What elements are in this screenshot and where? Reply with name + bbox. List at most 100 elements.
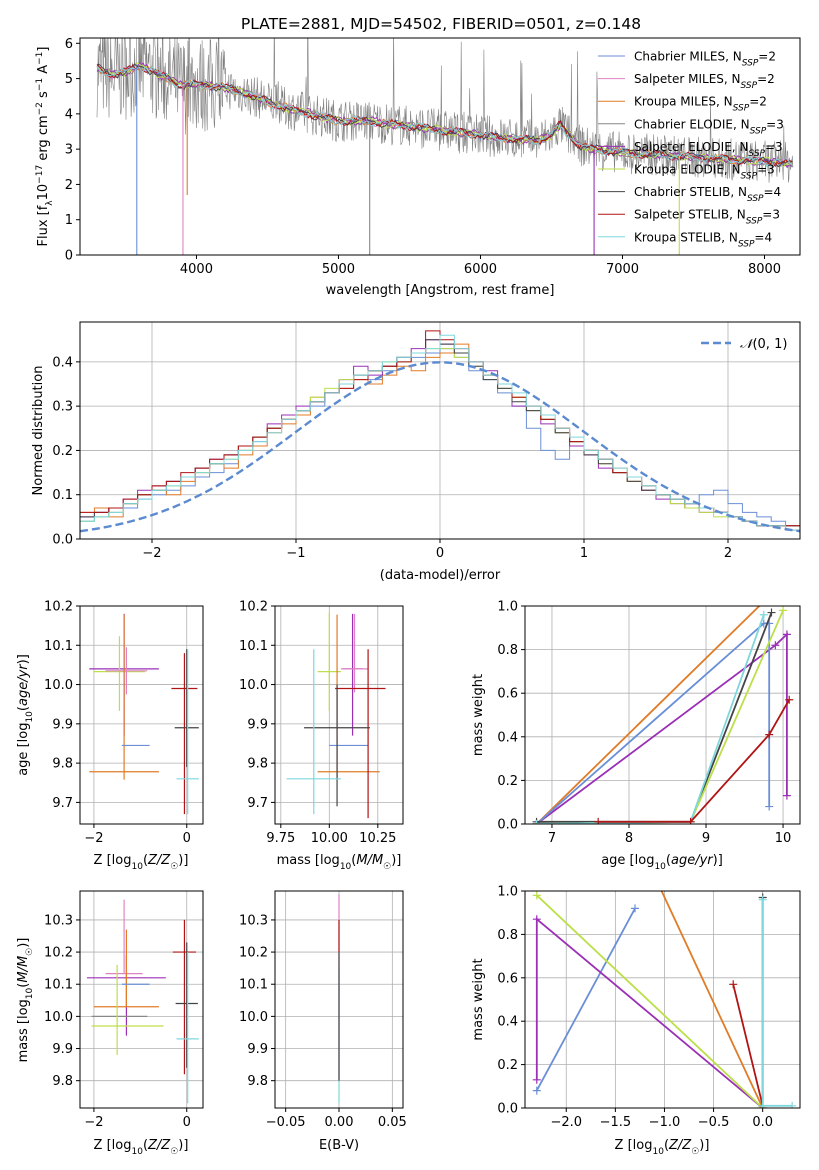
y-axis-label: age [log10(age/yr)] — [16, 654, 35, 776]
y-tick-label: 0.4 — [52, 355, 73, 370]
y-tick-label: 10.2 — [44, 946, 73, 961]
age-vs-z-frame: −2 0 9.7 9.8 9.9 10.0 10.1 10.2 — [44, 600, 204, 846]
age-vs-mass-axes — [275, 605, 403, 824]
y-tick-label: 0.2 — [52, 444, 73, 459]
plus-marker — [779, 606, 788, 615]
data-point — [340, 613, 369, 693]
y-tick-label: 10.1 — [239, 639, 268, 654]
plus-marker — [532, 891, 541, 900]
x-tick-label: 7 — [548, 831, 556, 846]
data-point — [176, 952, 199, 1104]
figure-title: PLATE=2881, MJD=54502, FIBERID=0501, z=0… — [241, 15, 641, 33]
y-tick-label: 0.4 — [497, 1015, 518, 1030]
data-point — [286, 649, 341, 815]
plus-marker — [788, 1101, 797, 1108]
plus-marker — [760, 598, 768, 606]
mass-vs-z-frame: −2 0 9.8 9.9 10.0 10.1 10.2 10.3 — [44, 890, 204, 1130]
y-tick-label: 1 — [65, 213, 73, 228]
mass-weight-line — [732, 984, 764, 1107]
age-vs-mass-plot-area — [286, 612, 386, 819]
x-tick-label: 1 — [580, 546, 588, 561]
y-tick-label: 0.0 — [52, 533, 73, 548]
legend-label: Chabrier STELIB, NSSP=4 — [634, 185, 781, 204]
data-point — [93, 929, 159, 1008]
data-point — [89, 614, 159, 780]
x-tick-label: 0 — [183, 1115, 191, 1130]
x-axis-label: Z [log10(Z/Z☉)] — [94, 1138, 189, 1157]
x-axis-label: mass [log10(M/M☉)] — [277, 853, 402, 872]
legend-label: 𝒩(0, 1) — [740, 337, 787, 352]
legend-label: Salpeter MILES, NSSP=2 — [634, 72, 775, 91]
y-tick-label: 10.3 — [239, 913, 268, 928]
legend-label: Chabrier MILES, NSSP=2 — [634, 50, 776, 69]
y-axis-label: mass weight — [471, 958, 486, 1040]
plus-marker — [686, 817, 695, 824]
y-tick-label: 9.9 — [247, 1042, 268, 1057]
normal-distribution-line — [80, 361, 800, 533]
y-tick-label: 10.0 — [239, 678, 268, 693]
spectrum-axes — [96, 38, 794, 255]
model-spectrum-line — [96, 65, 793, 168]
y-tick-label: 0.0 — [497, 1102, 518, 1117]
x-tick-label: 4000 — [180, 262, 213, 277]
y-tick-label: 0 — [65, 249, 73, 264]
y-tick-label: 0.2 — [497, 1058, 518, 1073]
data-point — [174, 649, 199, 768]
plus-marker — [765, 802, 774, 811]
histogram-step-line — [80, 334, 800, 531]
x-tick-label: 0 — [183, 831, 191, 846]
mass-weight-line — [598, 699, 790, 823]
mass-weight-line — [536, 907, 636, 1092]
plus-marker — [758, 895, 767, 904]
spectrum-plot-area — [96, 38, 794, 255]
y-tick-label: 10.3 — [44, 913, 73, 928]
x-tick-label: −2 — [84, 1115, 103, 1130]
plus-marker — [758, 1101, 767, 1108]
axes-frame — [79, 890, 204, 1109]
y-tick-label: 10.2 — [239, 946, 268, 961]
age-vs-z-plot-area — [89, 613, 199, 815]
x-tick-label: −1.5 — [600, 1115, 632, 1130]
y-tick-label: 9.8 — [247, 757, 268, 772]
y-tick-label: 0.6 — [497, 687, 518, 702]
x-tick-label: 8 — [625, 831, 633, 846]
x-tick-label: 8000 — [748, 262, 781, 277]
mass-weight-line — [660, 891, 764, 1108]
y-tick-label: 9.8 — [247, 1074, 268, 1089]
x-tick-label: −0.5 — [698, 1115, 730, 1130]
y-axis-label: mass [log10(M/M☉)] — [16, 938, 35, 1063]
age-vs-mass-frame: 9.75 10.00 10.25 9.7 9.8 9.9 10.0 10.1 10.2 — [239, 600, 404, 846]
y-tick-label: 9.7 — [247, 796, 268, 811]
y-tick-label: 4 — [65, 107, 73, 122]
axes-frame — [79, 37, 801, 256]
y-tick-label: 10.0 — [44, 1010, 73, 1025]
x-tick-label: 0.0 — [752, 1115, 773, 1130]
data-point — [91, 964, 164, 1055]
x-tick-label: 2 — [724, 546, 732, 561]
x-axis-label: Z [log10(Z/Z☉)] — [94, 853, 189, 872]
x-tick-label: −1 — [286, 546, 305, 561]
mass-vs-ebv-frame: −0.05 0.00 0.05 9.8 9.9 10.0 10.1 10.2 10.3 — [239, 890, 407, 1130]
legend-label: Salpeter ELODIE, NSSP=3 — [634, 140, 783, 159]
plus-marker — [532, 1075, 541, 1084]
axes-frame — [524, 890, 801, 1109]
y-axis-label: Normed distribution — [31, 366, 46, 496]
plus-marker — [771, 641, 780, 650]
axes-frame — [524, 605, 801, 825]
mass-vs-ebv-axes — [275, 891, 403, 1108]
data-point — [317, 614, 380, 780]
weight-vs-age-plot-area — [532, 598, 794, 824]
mass-weight-line — [536, 894, 764, 1108]
plus-marker — [759, 610, 768, 619]
y-tick-label: 0.1 — [52, 488, 73, 503]
data-point — [172, 919, 197, 1075]
y-tick-label: 9.8 — [52, 1074, 73, 1089]
x-tick-label: −0.05 — [266, 1115, 306, 1130]
x-tick-label: 0 — [436, 546, 444, 561]
x-tick-label: 0.00 — [325, 1115, 354, 1130]
weight-vs-age-axes — [525, 598, 800, 825]
y-tick-label: 0.8 — [497, 928, 518, 943]
y-tick-label: 0.2 — [497, 774, 518, 789]
y-tick-label: 1.0 — [497, 885, 518, 900]
